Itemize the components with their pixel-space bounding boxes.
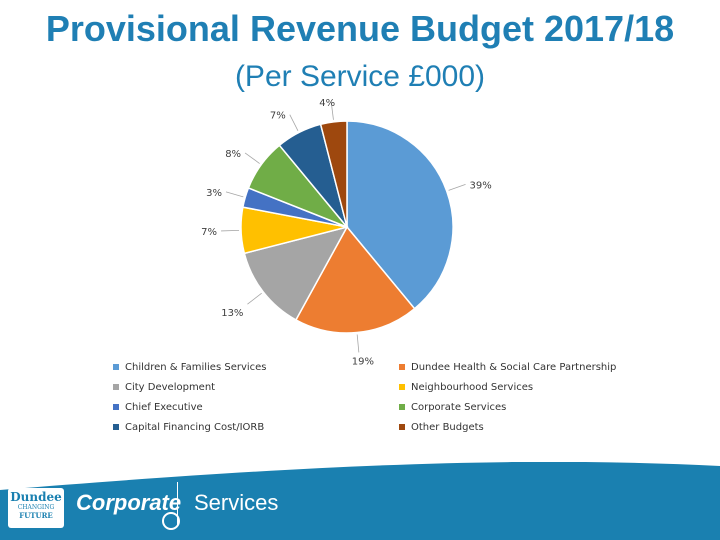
legend-item: Children & Families Services	[113, 360, 399, 374]
logo-text-changing: CHANGING	[17, 504, 55, 511]
data-label: 3%	[206, 188, 222, 199]
legend-swatch	[113, 404, 119, 410]
legend-swatch	[399, 384, 405, 390]
data-label: 8%	[225, 149, 241, 160]
legend-item: Dundee Health & Social Care Partnership	[399, 360, 693, 374]
logo-text-future: FUTURE	[19, 511, 53, 520]
data-label: 7%	[270, 111, 286, 122]
legend-swatch	[113, 384, 119, 390]
ring-icon	[162, 512, 180, 530]
legend-swatch	[399, 404, 405, 410]
legend-item: Neighbourhood Services	[399, 380, 693, 394]
chart-title: Provisional Revenue Budget 2017/18	[45, 8, 675, 49]
legend-label: Capital Financing Cost/IORB	[125, 421, 265, 433]
leader-line	[225, 191, 244, 198]
data-label: 13%	[221, 308, 243, 319]
legend-swatch	[399, 424, 405, 430]
logo-text-dundee: Dundee	[10, 490, 62, 504]
legend-swatch	[113, 364, 119, 370]
chart-legend: Children & Families Services Dundee Healt…	[113, 360, 693, 434]
leader-line	[244, 152, 260, 164]
legend-label: Children & Families Services	[125, 361, 267, 373]
leader-line	[448, 183, 466, 191]
legend-item: Capital Financing Cost/IORB	[113, 420, 399, 434]
legend-item: City Development	[113, 380, 399, 394]
footer-services-label: Services	[194, 490, 279, 515]
pie-slice	[294, 225, 416, 334]
pie-slice	[243, 225, 349, 321]
data-label: 39%	[470, 180, 492, 191]
legend-item: Chief Executive	[113, 400, 399, 414]
pie-slice	[346, 120, 454, 310]
data-label: 7%	[201, 227, 217, 238]
legend-swatch	[399, 364, 405, 370]
footer-curve	[0, 462, 720, 490]
chart-subtitle: (Per Service £000)	[234, 60, 486, 93]
legend-item: Corporate Services	[399, 400, 693, 414]
leader-line	[289, 114, 299, 131]
footer-divider	[177, 482, 178, 526]
leader-line	[247, 292, 262, 305]
leader-line	[221, 229, 240, 232]
leader-line	[330, 101, 334, 120]
legend-item: Other Budgets	[399, 420, 693, 434]
leader-line	[356, 334, 360, 353]
pie-slice	[319, 120, 348, 228]
council-logo: Dundee CHANGING FUTURE	[8, 488, 64, 528]
legend-label: Neighbourhood Services	[411, 381, 534, 393]
data-label: 19%	[352, 356, 374, 367]
legend-label: Other Budgets	[411, 421, 484, 433]
legend-label: Chief Executive	[125, 401, 203, 413]
legend-label: Corporate Services	[411, 401, 507, 413]
legend-label: Dundee Health & Social Care Partnership	[411, 361, 617, 373]
data-label: 4%	[319, 98, 335, 109]
footer-corporate-label: Corporate	[76, 490, 182, 515]
legend-label: City Development	[125, 381, 216, 393]
footer-bar	[0, 462, 720, 540]
legend-swatch	[113, 424, 119, 430]
